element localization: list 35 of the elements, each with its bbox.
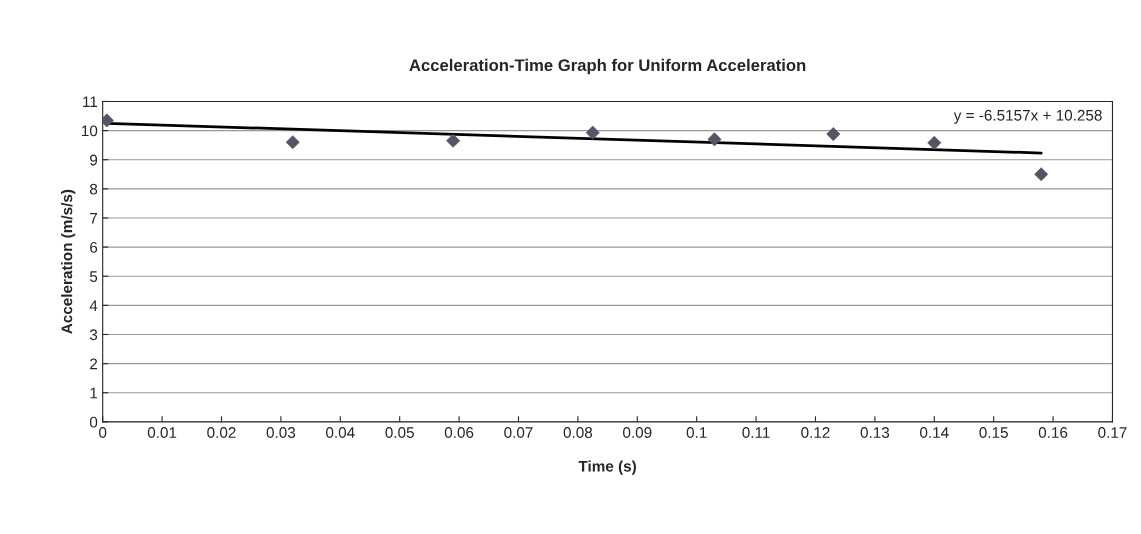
point xyxy=(285,135,300,150)
x-axis-title: Time (s) xyxy=(578,460,636,475)
x-tick-label: 0.12 xyxy=(801,427,830,438)
x-tick-label: 0.01 xyxy=(147,427,177,438)
y-tick-label: 9 xyxy=(90,154,98,166)
x-tick-label: 0.05 xyxy=(385,427,414,438)
x-tick-label: 0.04 xyxy=(326,427,355,438)
chart-title: Acceleration-Time Graph for Uniform Acceleration xyxy=(409,58,806,75)
x-tick-label: 0.16 xyxy=(1038,427,1068,438)
y-tick-label: 4 xyxy=(89,300,98,311)
x-tick-label: 0.15 xyxy=(979,427,1008,438)
y-tick-label: 3 xyxy=(89,329,98,341)
x-tick-label: 0.13 xyxy=(860,427,890,438)
x-tick-label: 0.02 xyxy=(207,427,236,438)
x-tick-label: 0.14 xyxy=(920,427,949,438)
x-tick-label: 0.17 xyxy=(1098,427,1127,438)
y-tick-label: 1 xyxy=(90,387,98,399)
y-tick-label: 10 xyxy=(82,125,98,137)
y-axis-title: Acceleration (m/s/s) xyxy=(61,189,76,334)
x-tick-label: 0.09 xyxy=(623,427,652,438)
y-tick-label: 8 xyxy=(90,183,98,195)
x-tick-label: 0.08 xyxy=(563,427,593,438)
x-tick-label: 0.07 xyxy=(504,427,533,438)
y-tick-label: 0 xyxy=(89,416,98,428)
x-tick-label: 0.06 xyxy=(444,427,474,438)
y-tick-label: 11 xyxy=(83,96,98,107)
x-tick-label: 0.03 xyxy=(266,427,296,438)
x-tick-label: 0 xyxy=(99,427,107,438)
annotation: y = -6.5157x + 10.258 xyxy=(953,109,1102,124)
x-tick-label: 0.11 xyxy=(742,427,770,438)
y-tick-label: 5 xyxy=(89,271,98,282)
y-tick-label: 7 xyxy=(90,212,98,224)
x-tick-label: 0.1 xyxy=(686,427,707,438)
y-tick-label: 6 xyxy=(90,241,98,253)
y-tick-label: 2 xyxy=(90,358,98,370)
